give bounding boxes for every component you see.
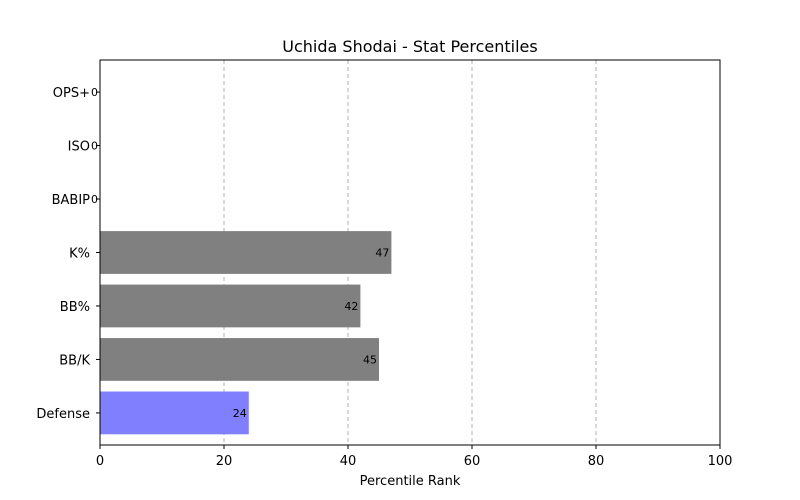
bar-defense [100,391,249,435]
y-tick-label-k-pct: K% [69,247,90,262]
x-axis-label: Percentile Rank [360,474,461,489]
bar-bb-pct [100,284,361,328]
y-tick-label-bb-k: BB/K [59,353,90,368]
bar-value-label-bb-k: 45 [363,353,377,366]
y-axis-ticks: OPS+ ISO BABIP K% BB% BB/K Defense [36,86,100,422]
y-tick-label-defense: Defense [36,407,90,422]
y-tick-label-iso: ISO [68,140,90,155]
bar-value-label-iso: 0 [91,140,98,153]
bar-bb-k [100,338,379,381]
bar-k-pct [100,231,392,274]
bars [100,231,392,435]
chart-title: Uchida Shodai - Stat Percentiles [282,37,537,56]
x-tick-label: 60 [464,454,481,469]
y-tick-label-babip: BABIP [52,193,91,208]
bar-value-label-bb-pct: 42 [344,300,358,313]
bar-value-label-defense: 24 [233,407,247,420]
bar-value-labels: 0 0 0 47 42 45 24 [91,86,389,420]
bar-value-label-babip: 0 [91,193,98,206]
x-tick-label: 0 [96,454,104,469]
y-tick-label-bb-pct: BB% [60,300,90,315]
bar-value-label-k-pct: 47 [375,247,389,260]
bar-value-label-ops-plus: 0 [91,86,98,99]
x-tick-label: 80 [588,454,605,469]
y-tick-label-ops-plus: OPS+ [53,86,90,101]
x-axis-ticks: 0 20 40 60 80 100 [96,445,733,469]
x-tick-label: 40 [340,454,357,469]
x-tick-label: 100 [708,454,733,469]
x-tick-label: 20 [216,454,233,469]
